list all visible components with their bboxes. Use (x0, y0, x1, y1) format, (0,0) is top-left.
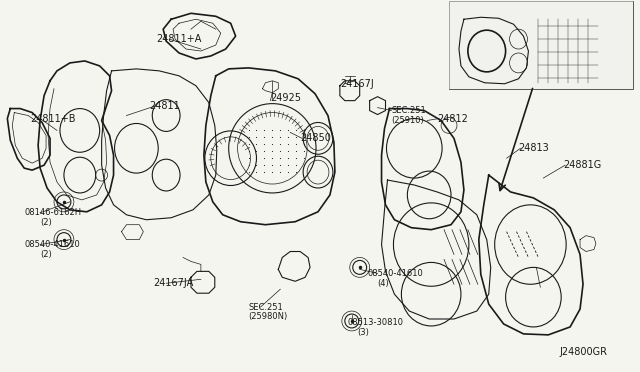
Text: (25910): (25910) (392, 116, 424, 125)
Text: 24850: 24850 (300, 133, 331, 143)
Text: 24925: 24925 (270, 93, 301, 103)
Text: 24812: 24812 (437, 113, 468, 124)
Text: 24167JA: 24167JA (153, 278, 193, 288)
Text: 24167J: 24167J (340, 79, 374, 89)
Text: 24813: 24813 (518, 143, 549, 153)
Text: 24811+A: 24811+A (156, 34, 202, 44)
Text: SEC.251: SEC.251 (392, 106, 426, 115)
Text: (25980N): (25980N) (248, 311, 288, 321)
Text: (2): (2) (40, 250, 52, 259)
Text: (3): (3) (358, 328, 369, 337)
Text: SEC.251: SEC.251 (248, 302, 284, 312)
Text: 24811+B: 24811+B (30, 113, 76, 124)
Text: 24881G: 24881G (563, 160, 602, 170)
Text: 08540-41610: 08540-41610 (367, 269, 424, 278)
Bar (449, 1, 633, 89)
Text: (2): (2) (40, 218, 52, 227)
Text: (4): (4) (378, 279, 389, 288)
Text: 08513-30810: 08513-30810 (348, 318, 404, 327)
Text: 08146-6162H: 08146-6162H (24, 208, 81, 217)
Bar (449, 1, 633, 89)
Text: J24800GR: J24800GR (560, 347, 608, 357)
Text: 08540-41610: 08540-41610 (24, 240, 80, 249)
Text: 24811: 24811 (149, 100, 180, 110)
